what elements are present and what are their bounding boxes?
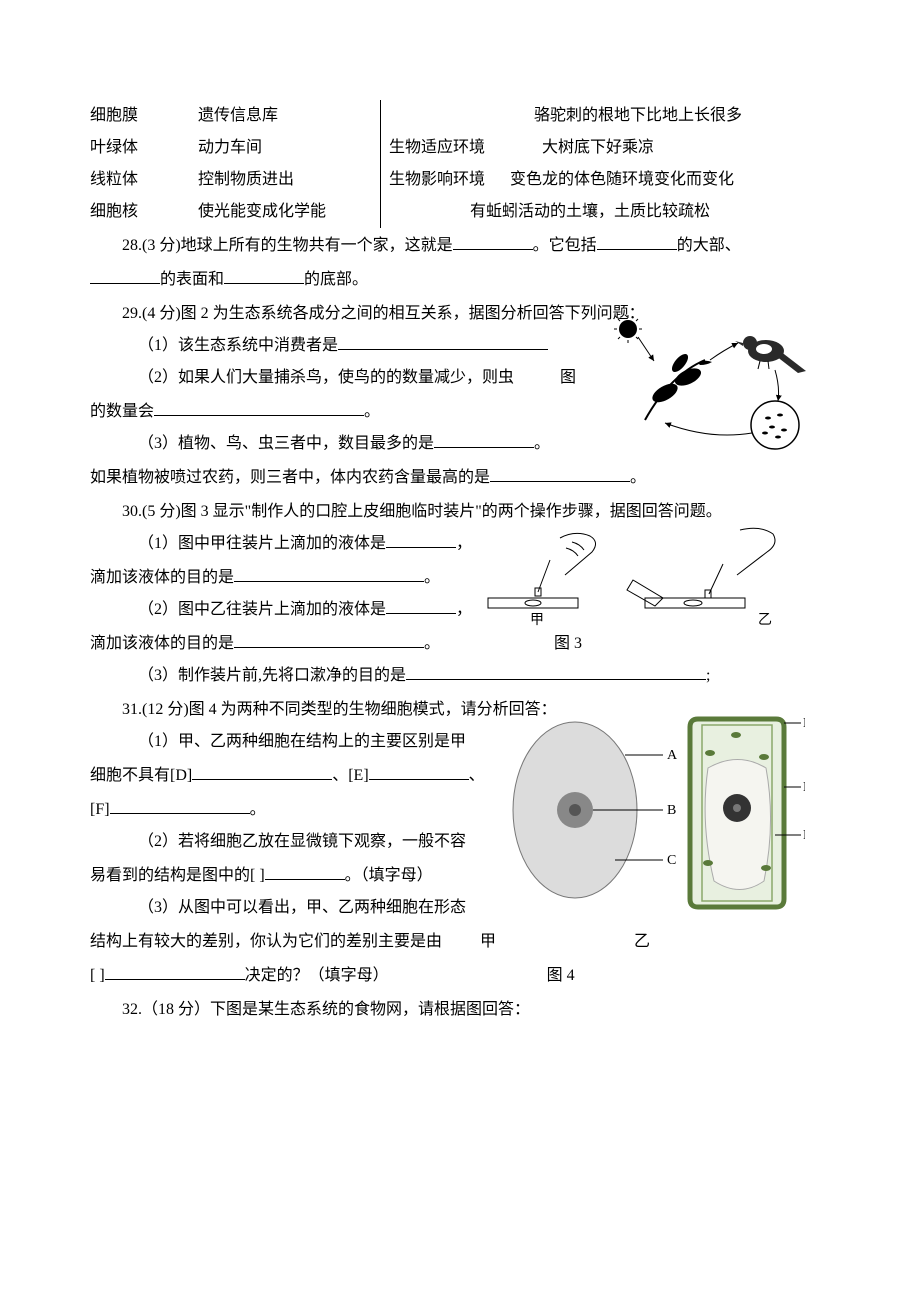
- q29-img-word: 图: [560, 369, 576, 386]
- left-1a: 叶绿体: [90, 139, 138, 156]
- left-3a: 细胞核: [90, 203, 138, 220]
- figure-4-cells: A B C D E: [505, 695, 805, 925]
- right-3: 有蚯蚓活动的土壤，土质比较疏松: [470, 196, 830, 228]
- q30-p2-blank2: [234, 632, 424, 648]
- q29-p2-blank: [154, 400, 364, 416]
- q28-blank2: [597, 234, 677, 250]
- q28-mid1: 。它包括: [533, 237, 597, 254]
- matching-right-col: 骆驼刺的根地下比地上长很多 大树底下好乘凉 变色龙的体色随环境变化而变化 有蚯蚓…: [510, 100, 830, 228]
- q29-p3a: （3）植物、鸟、虫三者中，数目最多的是: [138, 435, 434, 452]
- q29-p3b: 。: [534, 435, 550, 452]
- q30-p3a: （3）制作装片前,先将口漱净的目的是: [138, 667, 406, 684]
- q28-blank1: [453, 234, 533, 250]
- q31-p3c: [ ]: [90, 967, 105, 984]
- q31-p3c-line: [ ] 决定的？（填字母） 图 4: [90, 960, 830, 992]
- cell-label-A: A: [667, 748, 678, 763]
- q28-line2: 的表面和 的底部。: [90, 264, 830, 296]
- matching-table: 细胞膜 遗传信息库 叶绿体 动力车间 线粒体 控制物质进出 细胞核 使光能变成化学能 生…: [90, 100, 830, 228]
- q30-p2b: ，: [456, 601, 472, 618]
- q28-line1: 28.(3 分)地球上所有的生物共有一个家，这就是 。它包括 的大部、: [90, 230, 830, 262]
- svg-text:乙: 乙: [758, 612, 772, 628]
- q31-p2c: 。（填字母）: [345, 867, 433, 884]
- left-0b: 遗传信息库: [198, 107, 278, 124]
- q29-p3d: 。: [630, 469, 646, 486]
- matching-left-col: 细胞膜 遗传信息库 叶绿体 动力车间 线粒体 控制物质进出 细胞核 使光能变成化学能: [90, 100, 380, 228]
- q31-p1e: [F]: [90, 801, 110, 818]
- q32-title: 32.（18 分）下图是某生态系统的食物网，请根据图回答：: [90, 994, 830, 1026]
- q31-p1f: 。: [250, 801, 266, 818]
- left-1b: 动力车间: [198, 139, 262, 156]
- q31-p1c: 、[E]: [332, 767, 368, 784]
- cell-label-F: F: [803, 828, 805, 843]
- q31-label-jia: 甲: [480, 933, 496, 950]
- q31-label-yi: 乙: [634, 933, 650, 950]
- q30-p2c: 滴加该液体的目的是: [90, 635, 234, 652]
- q30-p1-blank2: [234, 566, 424, 582]
- q28-mid2: 的大部、: [677, 237, 741, 254]
- left-2b: 控制物质进出: [198, 171, 294, 188]
- q30-p2d: 。: [424, 635, 440, 652]
- q29-p1-blank: [338, 334, 548, 350]
- fig3-label: 图 3: [554, 635, 582, 652]
- right-0: 骆驼刺的根地下比地上长很多: [510, 100, 830, 132]
- mid-1: 生物适应环境: [389, 132, 510, 164]
- q30-p2c-line: 滴加该液体的目的是 。 图 3: [90, 628, 830, 660]
- q30-p3-blank: [406, 664, 706, 680]
- q31-blank-d: [192, 764, 332, 780]
- q29-p3-blank2: [490, 466, 630, 482]
- q31-blank-e: [369, 764, 469, 780]
- right-2: 变色龙的体色随环境变化而变化: [510, 164, 830, 196]
- q29-p1-text: （1）该生态系统中消费者是: [138, 337, 338, 354]
- q30-p3b: ;: [706, 667, 710, 684]
- q31-p2b: 易看到的结构是图中的[ ]: [90, 867, 265, 884]
- q29-p2c: 。: [364, 403, 380, 420]
- q29-p3c-line: 如果植物被喷过农药，则三者中，体内农药含量最高的是 。: [90, 462, 830, 494]
- fig4-label: 图 4: [547, 967, 575, 984]
- q31-p3b: 结构上有较大的差别，你认为它们的差别主要是由: [90, 933, 442, 950]
- cell-label-E: E: [803, 780, 805, 795]
- q30-p1a: （1）图中甲往装片上滴加的液体是: [138, 535, 386, 552]
- cell-label-C: C: [667, 853, 676, 868]
- q29-p2a: （2）如果人们大量捕杀鸟，使鸟的的数量减少，则虫: [138, 369, 514, 386]
- q31-p3d: 决定的？（填字母）: [245, 967, 389, 984]
- q31-p1d: 、: [469, 767, 485, 784]
- q31-p1b: 细胞不具有[D]: [90, 767, 192, 784]
- q31-blank-f: [110, 798, 250, 814]
- q28-prefix: 28.(3 分)地球上所有的生物共有一个家，这就是: [122, 237, 453, 254]
- q28-blank3: [90, 268, 160, 284]
- q28-l2b: 的底部。: [304, 271, 368, 288]
- q30-p3-line: （3）制作装片前,先将口漱净的目的是;: [106, 660, 830, 692]
- left-2a: 线粒体: [90, 171, 138, 188]
- q30-p1-blank1: [386, 532, 456, 548]
- mid-2: 生物影响环境: [389, 164, 510, 196]
- q30-p1d: 。: [424, 569, 440, 586]
- q28-l2a: 的表面和: [160, 271, 224, 288]
- q29-p3-blank1: [434, 432, 534, 448]
- q31-p3-blank: [105, 964, 245, 980]
- left-0a: 细胞膜: [90, 107, 138, 124]
- q30-p1b: ，: [456, 535, 472, 552]
- cell-label-D: D: [803, 716, 805, 731]
- left-3b: 使光能变成化学能: [198, 203, 326, 220]
- q31-p2-blank: [265, 864, 345, 880]
- q30-p1c: 滴加该液体的目的是: [90, 569, 234, 586]
- q28-blank4: [224, 268, 304, 284]
- figure-3-slide-prep: 甲 乙: [480, 520, 790, 630]
- q29-p2b: 的数量会: [90, 403, 154, 420]
- right-1: 大树底下好乘凉: [510, 132, 830, 164]
- cell-label-B: B: [667, 803, 676, 818]
- q30-p2a: （2）图中乙往装片上滴加的液体是: [138, 601, 386, 618]
- svg-text:甲: 甲: [530, 613, 544, 628]
- figure-2-ecosystem: [610, 315, 810, 455]
- q29-p3c: 如果植物被喷过农药，则三者中，体内农药含量最高的是: [90, 469, 490, 486]
- q30-p2-blank1: [386, 598, 456, 614]
- q31-p3b-line: 结构上有较大的差别，你认为它们的差别主要是由 甲 乙: [90, 926, 830, 958]
